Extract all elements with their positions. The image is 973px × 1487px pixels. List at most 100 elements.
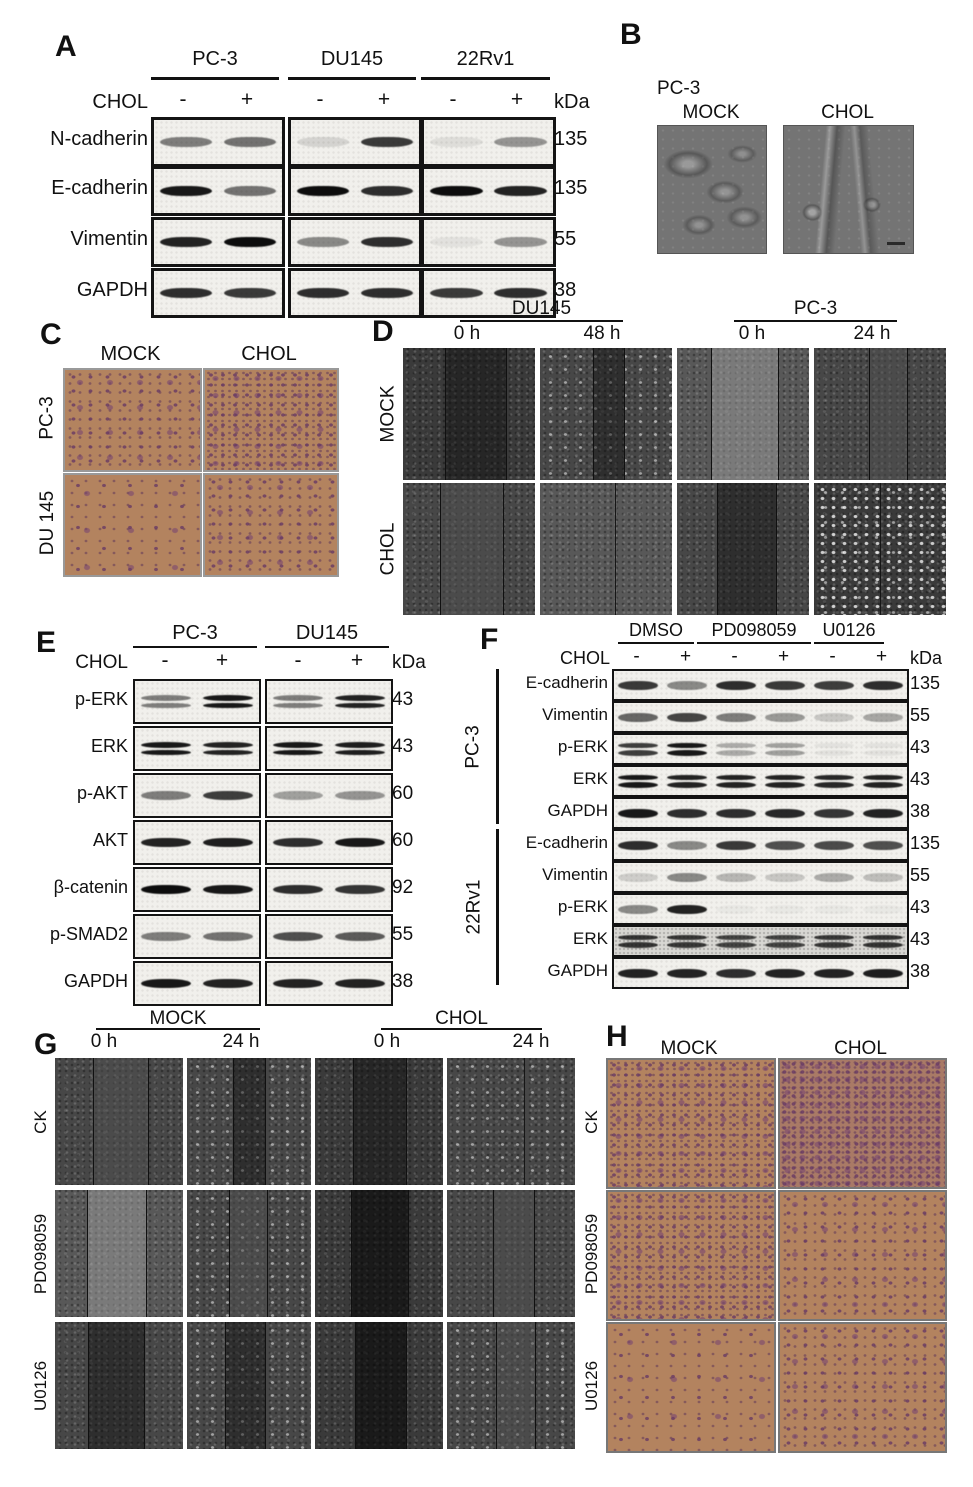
protein-band: [272, 979, 324, 988]
blot-lane: [760, 767, 809, 795]
protein-band: [862, 840, 903, 850]
blot-lane: [267, 869, 329, 910]
treatment-header-dmso: DMSO: [618, 620, 694, 644]
wound-image-chol-du145-48h: [540, 483, 672, 615]
protein-band: [813, 934, 854, 940]
protein-band: [334, 695, 386, 701]
lane-sign: -: [449, 88, 457, 111]
time-label: 0 h: [453, 323, 481, 344]
protein-band: [202, 695, 254, 701]
protein-band: [862, 872, 903, 882]
lane-sign: +: [240, 88, 254, 111]
protein-band: [360, 137, 414, 147]
kda-value: 43: [910, 929, 931, 949]
protein-band: [813, 872, 854, 882]
protein-band: [223, 137, 277, 147]
blot-lane: [663, 671, 712, 699]
protein-band: [862, 808, 903, 818]
kda-value: 38: [910, 801, 931, 821]
time-label: 0 h: [738, 323, 766, 344]
blot-lane: [197, 728, 259, 769]
protein-label: ERK: [90, 736, 128, 756]
blot-box: [421, 117, 556, 167]
panel-letter-h: H: [606, 1020, 628, 1053]
wound-image-u0126-mock-24h: [187, 1322, 311, 1449]
blot-box: [133, 820, 261, 865]
panel-letter-c: C: [40, 318, 62, 351]
protein-label: β-catenin: [53, 877, 128, 897]
lane-sign: +: [777, 646, 790, 667]
blot-lane: [614, 927, 663, 955]
protein-band: [862, 968, 903, 978]
row-label-mock: MOCK: [377, 385, 398, 443]
blot-lane: [614, 799, 663, 827]
blot-lane: [663, 735, 712, 763]
blot-lane: [424, 120, 489, 164]
kda-value: 60: [392, 830, 414, 851]
protein-band: [429, 288, 483, 298]
kda-value: 135: [910, 673, 941, 693]
protein-band: [764, 934, 805, 940]
blot-lane: [858, 831, 907, 859]
lane-sign: +: [377, 88, 391, 111]
protein-band: [667, 774, 708, 780]
blot-box: [421, 217, 556, 267]
blot-box: [265, 867, 393, 912]
wound-image-u0126-chol-24h: [447, 1322, 575, 1449]
blot-lane: [291, 120, 355, 164]
kda-value: 43: [392, 736, 414, 757]
protein-band: [360, 237, 414, 247]
protein-band: [716, 782, 757, 788]
protein-band: [140, 702, 192, 708]
protein-band: [813, 782, 854, 788]
blot-lane: [760, 863, 809, 891]
wound-image-mock-pc3-0h: [677, 348, 809, 480]
blot-lane: [135, 775, 197, 816]
blot-lane: [489, 271, 554, 315]
panel-letter-f: F: [480, 623, 499, 656]
lane-sign: -: [829, 646, 836, 667]
protein-band: [667, 782, 708, 788]
time-label: 24 h: [853, 323, 891, 344]
wound-image-ck-mock-0h: [55, 1058, 183, 1185]
lane-sign: -: [161, 649, 169, 672]
blot-lane: [355, 220, 419, 264]
kda-value: 55: [910, 705, 931, 725]
lane-sign: +: [679, 646, 692, 667]
blot-lane: [809, 703, 858, 731]
protein-band: [334, 742, 386, 748]
blot-lane: [712, 895, 761, 923]
wound-image-pd098059-chol-24h: [447, 1190, 575, 1317]
protein-band: [716, 872, 757, 882]
protein-band: [334, 885, 386, 894]
blot-lane: [424, 220, 489, 264]
protein-band: [716, 942, 757, 948]
protein-band: [140, 742, 192, 748]
blot-lane: [154, 120, 218, 164]
kda-value: 135: [554, 177, 588, 199]
blot-box: [612, 893, 909, 925]
protein-band: [667, 904, 708, 914]
wound-image-ck-chol-0h: [315, 1058, 443, 1185]
lane-sign: +: [215, 649, 229, 672]
protein-band: [813, 742, 854, 748]
blot-lane: [760, 735, 809, 763]
protein-band: [223, 186, 277, 196]
panel-d: D DU145 PC-3 0 h 48 h 0 h 24 h MOCK CHOL: [370, 295, 973, 620]
kda-value: 38: [392, 971, 414, 992]
blot-box: [288, 268, 422, 318]
transwell-image-pd098059-mock: [606, 1190, 776, 1321]
protein-band: [667, 712, 708, 722]
panel-letter-e: E: [36, 626, 57, 659]
protein-band: [159, 186, 213, 196]
blot-lane: [809, 767, 858, 795]
wound-image-pd098059-mock-0h: [55, 1190, 183, 1317]
blot-lane: [663, 895, 712, 923]
chol-label: CHOL: [75, 652, 128, 673]
protein-band: [618, 904, 659, 914]
protein-band: [272, 749, 324, 755]
blot-box: [133, 679, 261, 724]
protein-band: [618, 782, 659, 788]
cell-line-header-du145: DU145: [265, 622, 389, 648]
wound-image-mock-du145-48h: [540, 348, 672, 480]
